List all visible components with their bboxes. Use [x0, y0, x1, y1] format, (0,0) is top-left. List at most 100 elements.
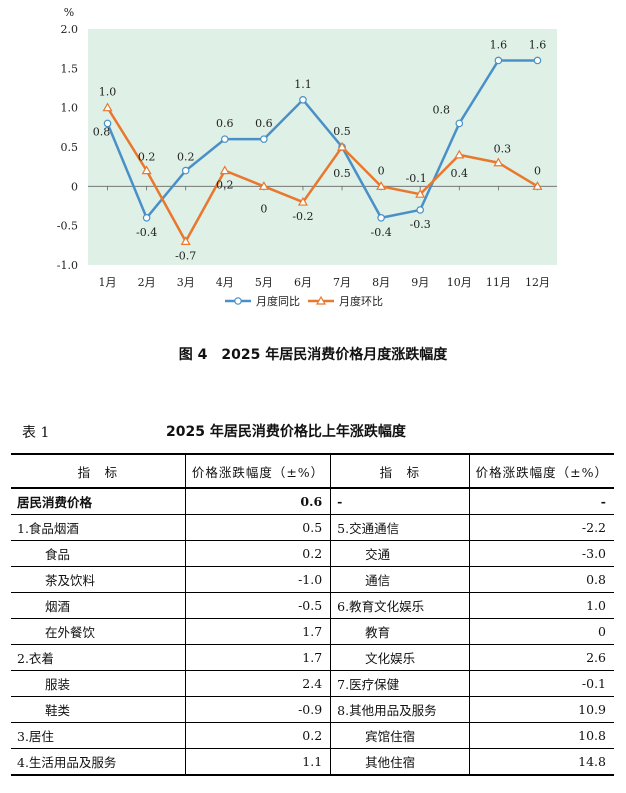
value-right-cell: 10.8 [469, 722, 614, 749]
x-tick-label: 2月 [138, 276, 156, 289]
x-tick-label: 7月 [333, 276, 351, 289]
indicator-left-cell: 鞋类 [11, 696, 186, 723]
table-row: 食品 0.2 交通 -3.0 [11, 540, 614, 567]
series-point [415, 188, 426, 198]
figure-caption: 图 4 2025 年居民消费价格月度涨跌幅度 [178, 347, 448, 363]
table-title: 2025 年居民消费价格比上年涨跌幅度 [166, 424, 406, 440]
table-row: 在外餐饮 1.7 教育 0 [11, 618, 614, 645]
indicator-right-cell: 文化娱乐 [330, 644, 470, 671]
value-left-cell: 1.7 [185, 644, 332, 671]
value-right-cell: 1.0 [469, 592, 614, 619]
header-indicator-right: 指 标 [330, 454, 470, 489]
series-point [454, 149, 465, 159]
data-label: 0 [260, 202, 267, 215]
table-row: 3.居住 0.2 宾馆住宿 10.8 [11, 722, 614, 749]
table-row: 烟酒 -0.5 6.教育文化娱乐 1.0 [11, 592, 614, 619]
x-tick-label: 1月 [99, 276, 117, 289]
legend-marker [315, 295, 327, 305]
value-left-cell: 1.7 [185, 618, 332, 645]
y-axis-unit: % [64, 6, 74, 19]
indicator-left-cell: 居民消费价格 [11, 488, 186, 515]
plot-area [88, 29, 557, 265]
value-left-cell: 2.4 [185, 670, 332, 697]
indicator-right-cell: 教育 [330, 618, 470, 645]
table-row: 服装 2.4 7.医疗保健 -0.1 [11, 670, 614, 697]
data-label: 0.4 [451, 167, 469, 180]
indicator-right-cell: 宾馆住宿 [330, 722, 470, 749]
series-point [377, 214, 385, 222]
y-tick-label: 0 [71, 180, 78, 193]
series-point [220, 135, 229, 143]
table-row: 居民消费价格 0.6- - [11, 488, 614, 515]
value-right-cell: -2.2 [469, 514, 614, 541]
price-change-table: 指 标 价格涨跌幅度（±%） 指 标 价格涨跌幅度（±%） 居民消费价格 0.6-… [11, 453, 614, 776]
indicator-left-cell: 茶及饮料 [11, 566, 186, 593]
y-tick-label: -1.0 [57, 259, 78, 272]
indicator-right-cell: 7.医疗保健 [330, 670, 470, 697]
indicator-left-cell: 3.居住 [11, 722, 186, 749]
value-right-cell: 0 [469, 618, 614, 645]
value-left-cell: 0.5 [185, 514, 332, 541]
data-label: 0.6 [216, 117, 234, 130]
series-point [533, 56, 542, 65]
y-tick-label: 0.5 [61, 141, 79, 154]
series-point [219, 165, 230, 175]
data-label: -0.2 [292, 210, 313, 223]
series-point [532, 181, 543, 190]
x-tick-label: 10月 [447, 276, 472, 289]
x-tick-label: 3月 [177, 276, 195, 289]
value-right-cell: 14.8 [469, 748, 614, 776]
value-left-cell: 0.2 [185, 540, 332, 567]
series-point [494, 56, 503, 65]
value-right-cell: 0.8 [469, 566, 614, 593]
indicator-left-cell: 1.食品烟酒 [11, 514, 186, 541]
data-label: 0.8 [93, 125, 111, 138]
data-label: 0.5 [333, 125, 351, 138]
legend-marker [234, 297, 242, 305]
x-tick-label: 5月 [255, 276, 273, 289]
data-label: 1.6 [529, 38, 547, 51]
indicator-right-cell: 5.交通通信 [330, 514, 470, 541]
line-chart: % 2.0 1.5 1.0 0.5 0 -0.5 -1.0 1月 2月 3月 4月 5月 6月 7月 8月 9月… [57, 6, 557, 308]
series-line-2 [106, 107, 539, 244]
data-label: -0.3 [410, 218, 431, 231]
series-point [416, 206, 425, 214]
series-point [260, 135, 268, 143]
table-row: 茶及饮料 -1.0 通信 0.8 [11, 566, 614, 593]
data-label: 1.1 [294, 78, 312, 91]
indicator-left-cell: 4.生活用品及服务 [11, 748, 186, 776]
table-row: 2.衣着 1.7 文化娱乐 2.6 [11, 644, 614, 671]
indicator-right-cell: - [330, 488, 470, 515]
data-label: 0.2 [177, 151, 195, 164]
x-tick-label: 11月 [486, 276, 511, 289]
value-right-cell: 10.9 [469, 696, 614, 723]
value-right-cell: -3.0 [469, 540, 614, 567]
series-line-1 [106, 59, 538, 221]
series-point [258, 181, 269, 190]
series-point [102, 102, 113, 112]
series-point [376, 181, 387, 190]
series-point [299, 96, 307, 104]
indicator-right-cell: 6.教育文化娱乐 [330, 592, 470, 619]
data-label: -0.7 [175, 249, 196, 262]
data-label: -0.4 [371, 226, 392, 239]
table-label: 表 1 [22, 425, 50, 441]
value-left-cell: 0.2 [185, 722, 332, 749]
data-label: 0.2 [138, 151, 156, 164]
data-label: 1.6 [490, 38, 508, 51]
series-point [297, 196, 308, 206]
legend-label: 月度环比 [339, 294, 383, 308]
table-row: 1.食品烟酒 0.5 5.交通通信 -2.2 [11, 514, 614, 541]
header-indicator-left: 指 标 [11, 454, 186, 489]
table-row: 鞋类 -0.9 8.其他用品及服务 10.9 [11, 696, 614, 723]
indicator-left-cell: 服装 [11, 670, 186, 697]
y-tick-label: 1.0 [61, 102, 79, 115]
series-point [493, 157, 504, 167]
data-label: 0.2 [216, 179, 234, 192]
indicator-left-cell: 食品 [11, 540, 186, 567]
x-tick-label: 4月 [216, 276, 234, 289]
value-right-cell: -0.1 [469, 670, 614, 697]
x-tick-label: 12月 [525, 276, 550, 289]
indicator-left-cell: 烟酒 [11, 592, 186, 619]
series-point [103, 119, 112, 128]
